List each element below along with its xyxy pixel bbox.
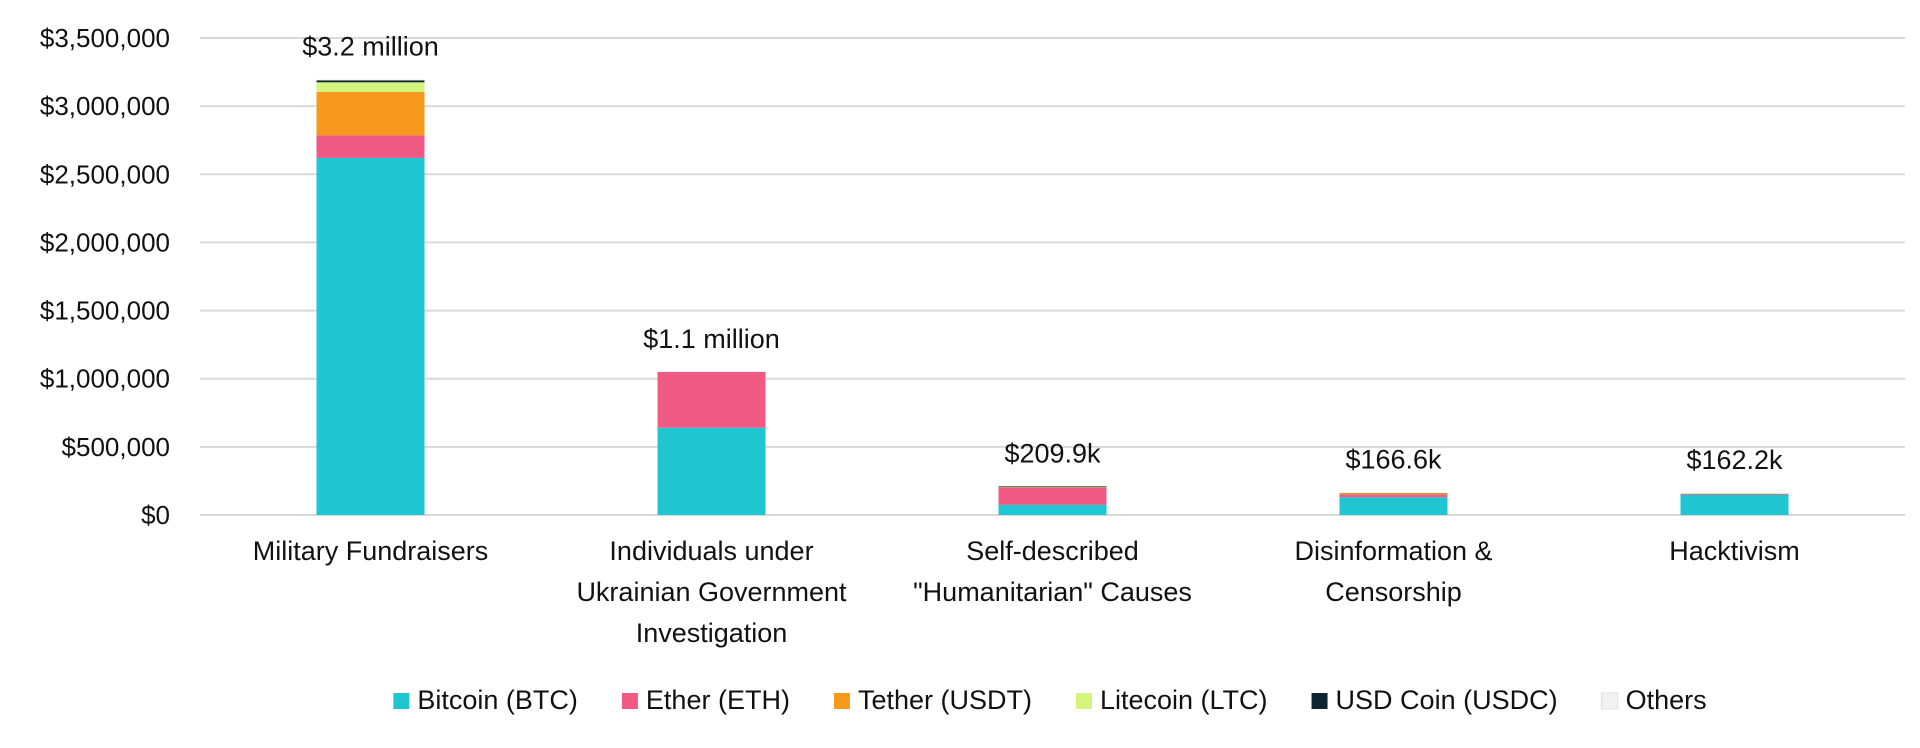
- total-label: $1.1 million: [643, 324, 780, 354]
- bar-segment: [1339, 493, 1448, 495]
- category-label: Hacktivism: [1669, 536, 1800, 566]
- legend-label: Tether (USDT): [858, 685, 1032, 715]
- bar-segment: [1680, 493, 1789, 495]
- x-axis-categories: Military Fundraisers Individuals under Ukr…: [253, 536, 1800, 648]
- category-label-line: Censorship: [1325, 577, 1462, 607]
- category-label-line: Investigation: [636, 618, 788, 648]
- bar-segment: [657, 427, 766, 515]
- bar-segment: [316, 79, 425, 81]
- y-tick-label: $0: [141, 500, 170, 530]
- y-tick-label: $1,500,000: [40, 296, 170, 326]
- bar-segment: [1680, 492, 1789, 494]
- bar-segment: [316, 157, 425, 515]
- legend-label: Litecoin (LTC): [1100, 685, 1268, 715]
- total-label: $162.2k: [1686, 445, 1783, 475]
- bar-segment: [316, 82, 425, 92]
- bar-segment: [316, 91, 425, 136]
- legend-item: Litecoin (LTC): [1075, 685, 1268, 715]
- legend-item: Others: [1601, 685, 1707, 715]
- category-label: Disinformation & Censorship: [1294, 536, 1492, 607]
- legend-swatch: [833, 693, 850, 709]
- category-label-line: Ukrainian Government: [576, 577, 847, 607]
- legend-swatch: [621, 693, 638, 709]
- y-tick-label: $3,000,000: [40, 91, 170, 121]
- bars: [316, 79, 1789, 515]
- bar-segment: [998, 487, 1107, 505]
- legend: Bitcoin (BTC) Ether (ETH) Tether (USDT) Lit…: [393, 685, 1707, 715]
- category-label-line: Military Fundraisers: [253, 536, 489, 566]
- legend-label: Others: [1626, 685, 1707, 715]
- gridlines: [200, 37, 1905, 516]
- category-label-line: Hacktivism: [1669, 536, 1800, 566]
- bar-segment: [1680, 494, 1789, 515]
- legend-label: USD Coin (USDC): [1336, 685, 1558, 715]
- legend-label: Ether (ETH): [646, 685, 790, 715]
- legend-swatch: [1601, 692, 1619, 710]
- y-tick-label: $2,000,000: [40, 227, 170, 257]
- legend-swatch: [1311, 693, 1328, 709]
- total-label: $166.6k: [1345, 444, 1442, 474]
- category-label-line: Disinformation &: [1294, 536, 1492, 566]
- category-label: Individuals under Ukrainian Government Inv…: [576, 536, 847, 648]
- bar-segment: [1339, 497, 1448, 515]
- bar-segment: [316, 80, 425, 83]
- bar-segment: [998, 486, 1107, 488]
- y-tick-label: $500,000: [62, 432, 170, 462]
- bar-segment: [1339, 492, 1448, 494]
- total-labels: $3.2 million $1.1 million $209.9k $166.6k $1…: [302, 32, 1783, 475]
- bar-segment: [1339, 494, 1448, 498]
- bar-segment: [657, 371, 766, 428]
- legend-swatch: [1075, 693, 1092, 709]
- total-label: $209.9k: [1004, 438, 1101, 468]
- legend-item: Tether (USDT): [833, 685, 1032, 715]
- legend-swatch: [393, 693, 410, 709]
- category-label-line: Individuals under: [609, 536, 813, 566]
- y-tick-label: $3,500,000: [40, 23, 170, 53]
- legend-item: Ether (ETH): [621, 685, 790, 715]
- y-axis-ticks: $0 $500,000 $1,000,000 $1,500,000 $2,000,000…: [40, 23, 170, 530]
- category-label-line: "Humanitarian" Causes: [913, 577, 1192, 607]
- legend-item: USD Coin (USDC): [1311, 685, 1558, 715]
- category-label: Self-described "Humanitarian" Causes: [913, 536, 1192, 607]
- bar-segment: [316, 135, 425, 158]
- category-label: Military Fundraisers: [253, 536, 489, 566]
- bar-segment: [998, 504, 1107, 515]
- legend-item: Bitcoin (BTC): [393, 685, 578, 715]
- y-tick-label: $1,000,000: [40, 364, 170, 394]
- legend-label: Bitcoin (BTC): [417, 685, 578, 715]
- y-tick-label: $2,500,000: [40, 159, 170, 189]
- total-label: $3.2 million: [302, 32, 439, 62]
- category-label-line: Self-described: [966, 536, 1139, 566]
